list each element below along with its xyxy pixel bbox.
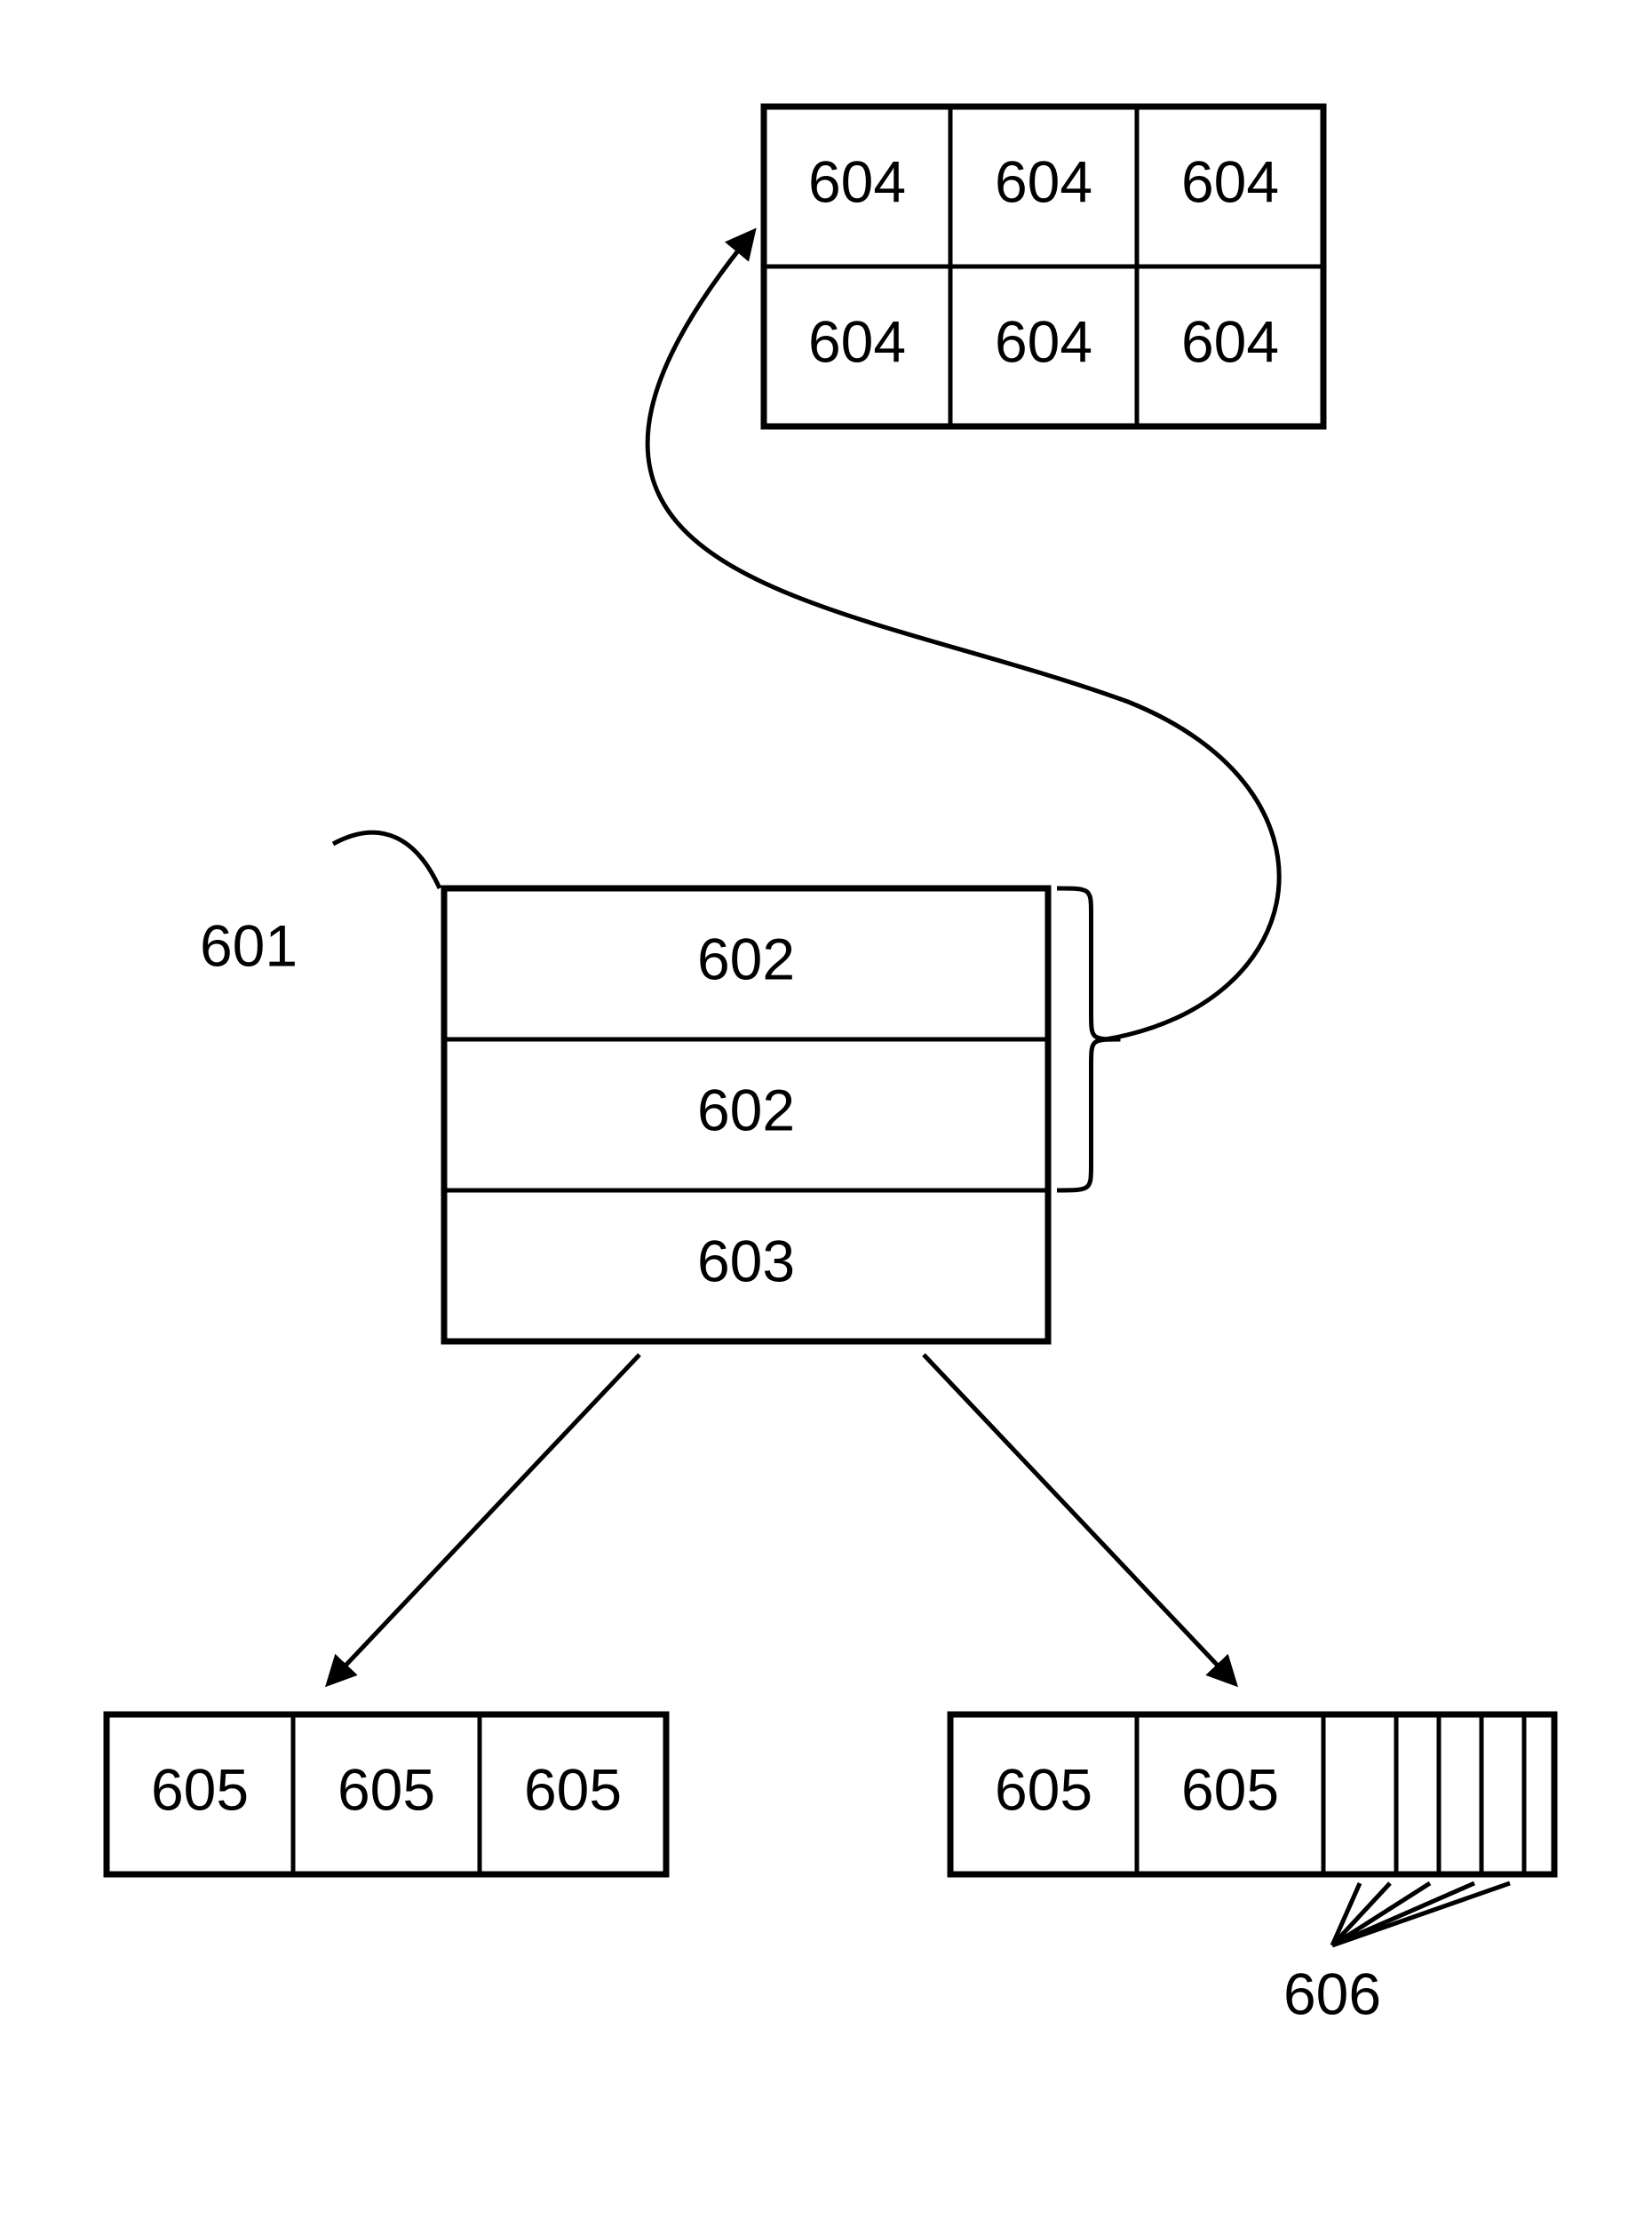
arrow-right <box>924 1355 1235 1683</box>
cell-604-label: 604 <box>1181 308 1279 374</box>
cell-605-label: 605 <box>1181 1756 1279 1822</box>
cell-605-label: 605 <box>524 1756 622 1822</box>
cell-604-label: 604 <box>995 148 1092 214</box>
row-605-left: 605 605 605 <box>107 1714 666 1874</box>
label-606: 606 <box>1283 1961 1381 2026</box>
arrow-left <box>329 1355 639 1683</box>
cell-604-label: 604 <box>808 308 906 374</box>
cell-605-label: 605 <box>995 1756 1092 1822</box>
stack-601: 602 602 603 <box>444 888 1048 1341</box>
row-605-right: 605 605 <box>950 1714 1554 1874</box>
cell-605-label: 605 <box>151 1756 249 1822</box>
stack-row-label: 602 <box>697 1077 795 1142</box>
cell-605-label: 605 <box>338 1756 435 1822</box>
cell-604-label: 604 <box>1181 148 1279 214</box>
cell-604-label: 604 <box>808 148 906 214</box>
hook-601 <box>333 832 440 888</box>
grid-604: 604 604 604 604 604 604 <box>764 107 1323 426</box>
stack-row-label: 602 <box>697 926 795 991</box>
cell-604-label: 604 <box>995 308 1092 374</box>
label-601: 601 <box>200 912 298 978</box>
stack-row-label: 603 <box>697 1228 795 1293</box>
